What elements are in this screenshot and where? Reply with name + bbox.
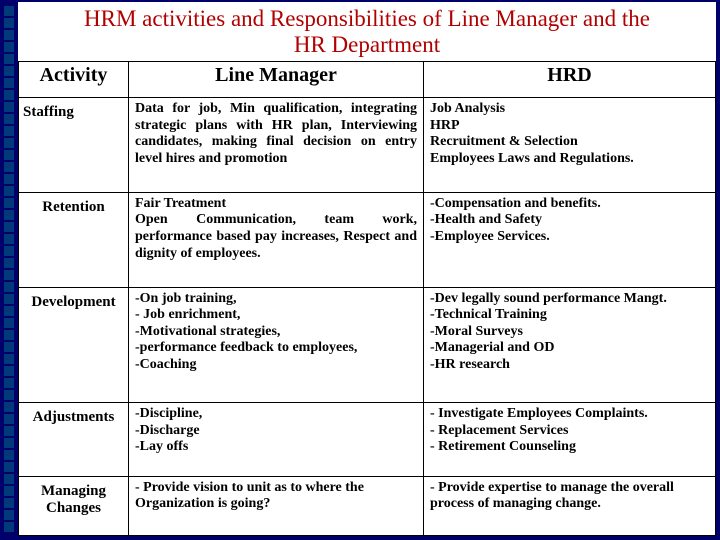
- table-row: Adjustments Discipline, Discharge Lay of…: [19, 403, 716, 476]
- slide-title: HRM activities and Responsibilities of L…: [18, 2, 716, 61]
- lm-item: Motivational strategies,: [135, 324, 417, 341]
- hrd-item: Retirement Counseling: [430, 439, 709, 456]
- activity-retention: Retention: [19, 192, 129, 287]
- hrd-item: HRP: [430, 118, 709, 135]
- header-line-manager: Line Manager: [129, 61, 424, 98]
- hrd-item: Managerial and OD: [430, 340, 709, 357]
- hrd-item: Technical Training: [430, 307, 709, 324]
- header-activity: Activity: [19, 61, 129, 98]
- hrd-item: Job Analysis: [430, 101, 709, 118]
- table-header-row: Activity Line Manager HRD: [19, 61, 716, 98]
- lm-item: Discipline,: [135, 406, 417, 423]
- lm-item: performance feedback to employees,: [135, 340, 417, 357]
- hrd-development: Dev legally sound performance Mangt. Tec…: [424, 287, 716, 403]
- table-row: Retention Fair Treatment Open Communicat…: [19, 192, 716, 287]
- table-row: Development On job training, Job enrichm…: [19, 287, 716, 403]
- hrd-retention: Compensation and benefits. Health and Sa…: [424, 192, 716, 287]
- lm-staffing: Data for job, Min qualification, integra…: [129, 98, 424, 193]
- table-row: Managing Changes - Provide vision to uni…: [19, 476, 716, 535]
- slide-left-decor: [0, 0, 18, 540]
- hrd-item: Employees Laws and Regulations.: [430, 151, 709, 168]
- lm-item: Job enrichment,: [135, 307, 417, 324]
- lm-line: Open Communication, team work, performan…: [135, 212, 417, 260]
- hrd-item: Replacement Services: [430, 423, 709, 440]
- title-line-2: HR Department: [294, 32, 440, 57]
- lm-item: Coaching: [135, 357, 417, 374]
- lm-item: On job training,: [135, 291, 417, 308]
- hrd-item: Compensation and benefits.: [430, 196, 709, 213]
- activity-staffing: Staffing: [19, 98, 129, 193]
- hrd-item: Employee Services.: [430, 229, 709, 246]
- activity-changes: Managing Changes: [19, 476, 129, 535]
- hrm-table: Activity Line Manager HRD Staffing Data …: [18, 61, 716, 536]
- lm-changes: - Provide vision to unit as to where the…: [129, 476, 424, 535]
- hrd-item: Investigate Employees Complaints.: [430, 406, 709, 423]
- hrd-item: Moral Surveys: [430, 324, 709, 341]
- slide-content: HRM activities and Responsibilities of L…: [18, 2, 716, 536]
- lm-item: Discharge: [135, 423, 417, 440]
- lm-adjustments: Discipline, Discharge Lay offs: [129, 403, 424, 476]
- activity-development: Development: [19, 287, 129, 403]
- hrd-item: Health and Safety: [430, 212, 709, 229]
- hrd-adjustments: Investigate Employees Complaints. Replac…: [424, 403, 716, 476]
- lm-retention: Fair Treatment Open Communication, team …: [129, 192, 424, 287]
- table-row: Staffing Data for job, Min qualification…: [19, 98, 716, 193]
- hrd-changes: - Provide expertise to manage the overal…: [424, 476, 716, 535]
- header-hrd: HRD: [424, 61, 716, 98]
- hrd-item: Dev legally sound performance Mangt.: [430, 291, 709, 308]
- hrd-item: HR research: [430, 357, 709, 374]
- lm-development: On job training, Job enrichment, Motivat…: [129, 287, 424, 403]
- hrd-staffing: Job Analysis HRP Recruitment & Selection…: [424, 98, 716, 193]
- lm-item: Lay offs: [135, 439, 417, 456]
- lm-line: Fair Treatment: [135, 196, 417, 213]
- activity-adjustments: Adjustments: [19, 403, 129, 476]
- hrd-item: Recruitment & Selection: [430, 134, 709, 151]
- title-line-1: HRM activities and Responsibilities of L…: [84, 6, 650, 31]
